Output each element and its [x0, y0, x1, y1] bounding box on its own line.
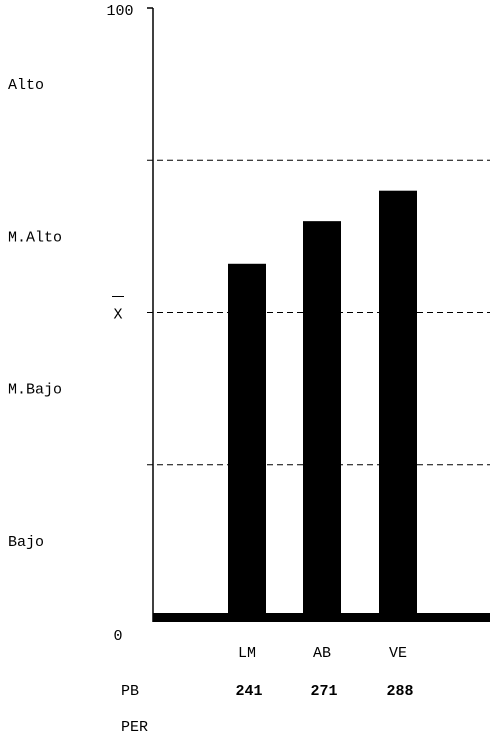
- row-value-pb-ab: 271: [310, 683, 337, 700]
- bar-lm: [228, 263, 266, 617]
- x-category-labels: LM AB VE: [238, 645, 407, 662]
- x-category-label-ab: AB: [313, 645, 331, 662]
- score-rows: PB 241 271 288 PER: [121, 683, 414, 736]
- reference-line-labels: X: [112, 296, 124, 324]
- row-label-per: PER: [121, 719, 148, 736]
- y-tick-labels: 0 100: [106, 3, 133, 645]
- bar-ve: [379, 190, 417, 617]
- bars: [228, 190, 417, 617]
- band-label-alto: Alto: [8, 77, 44, 94]
- x-category-label-ve: VE: [389, 645, 407, 662]
- band-labels: Alto M.Alto M.Bajo Bajo: [8, 77, 62, 551]
- row-value-pb-lm: 241: [235, 683, 262, 700]
- band-label-bajo: Bajo: [8, 534, 44, 551]
- bar-ab: [303, 221, 341, 617]
- y-tick-label-0: 0: [113, 628, 122, 645]
- axes: [147, 7, 490, 622]
- row-label-pb: PB: [121, 683, 139, 700]
- row-value-pb-ve: 288: [386, 683, 413, 700]
- band-label-m-alto: M.Alto: [8, 229, 62, 246]
- y-tick-label-100: 100: [106, 3, 133, 20]
- band-label-m-bajo: M.Bajo: [8, 382, 62, 399]
- x-axis-baseline: [153, 613, 490, 622]
- x-category-label-lm: LM: [238, 645, 256, 662]
- reference-label-x: X: [113, 307, 122, 324]
